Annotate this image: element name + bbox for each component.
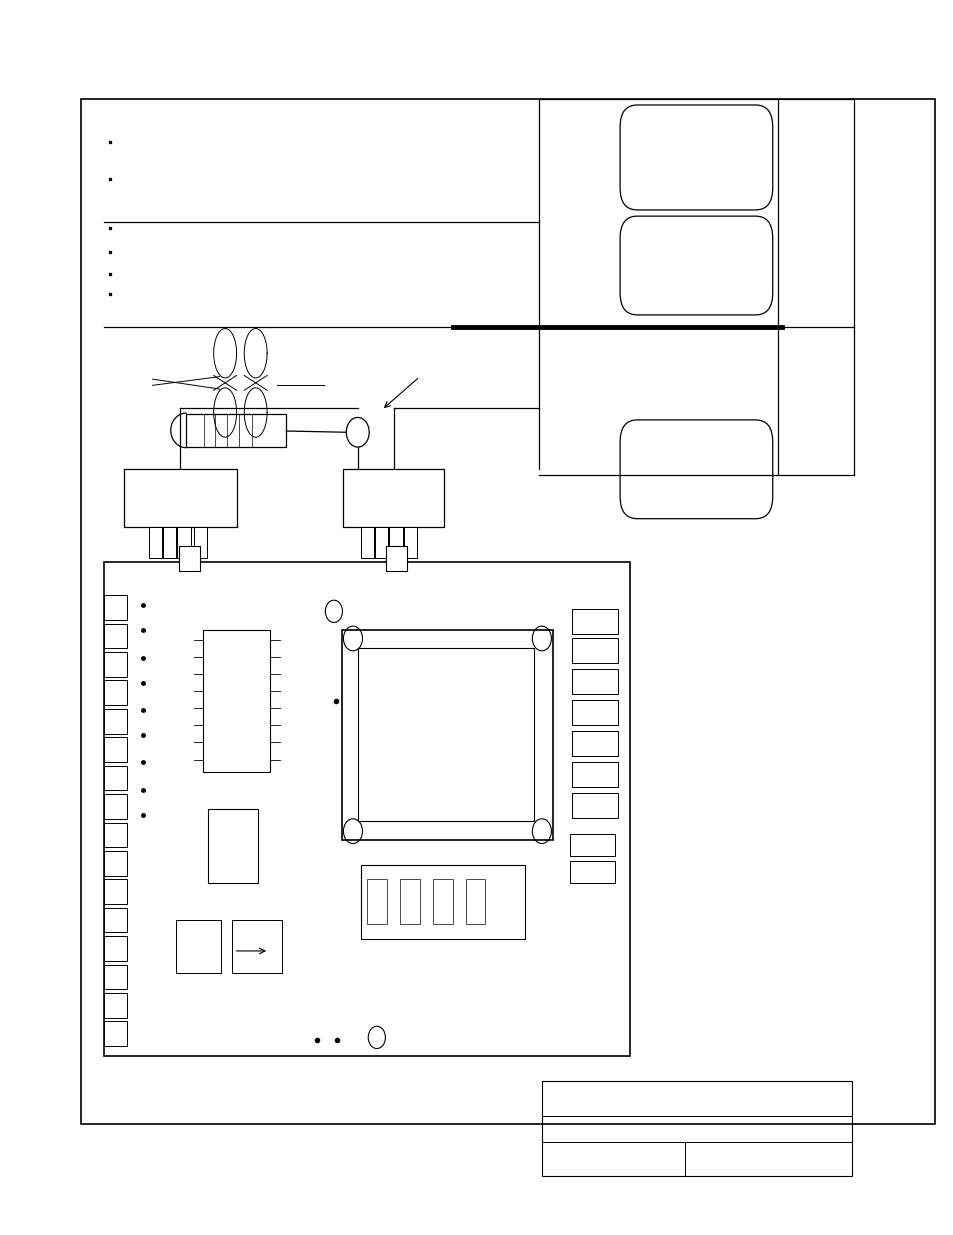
Polygon shape bbox=[104, 936, 127, 961]
Polygon shape bbox=[104, 766, 127, 790]
Polygon shape bbox=[572, 669, 618, 694]
Polygon shape bbox=[104, 965, 127, 989]
Polygon shape bbox=[104, 680, 127, 705]
Polygon shape bbox=[341, 630, 553, 840]
Polygon shape bbox=[104, 624, 127, 648]
Polygon shape bbox=[203, 630, 270, 772]
Polygon shape bbox=[572, 700, 618, 725]
Polygon shape bbox=[104, 652, 127, 677]
Polygon shape bbox=[104, 595, 127, 620]
Polygon shape bbox=[572, 609, 618, 634]
Polygon shape bbox=[386, 546, 407, 571]
Polygon shape bbox=[179, 546, 200, 571]
Polygon shape bbox=[104, 879, 127, 904]
Polygon shape bbox=[572, 793, 618, 818]
Polygon shape bbox=[104, 709, 127, 734]
Polygon shape bbox=[104, 823, 127, 847]
Polygon shape bbox=[177, 527, 191, 558]
Polygon shape bbox=[360, 527, 374, 558]
Polygon shape bbox=[360, 864, 524, 939]
Polygon shape bbox=[389, 527, 402, 558]
Polygon shape bbox=[104, 908, 127, 932]
Polygon shape bbox=[572, 638, 618, 663]
Polygon shape bbox=[176, 920, 221, 973]
Polygon shape bbox=[124, 469, 236, 527]
Polygon shape bbox=[104, 737, 127, 762]
Polygon shape bbox=[343, 469, 443, 527]
Polygon shape bbox=[570, 834, 615, 856]
Polygon shape bbox=[570, 861, 615, 883]
Polygon shape bbox=[163, 527, 176, 558]
Polygon shape bbox=[104, 1021, 127, 1046]
Polygon shape bbox=[403, 527, 416, 558]
Polygon shape bbox=[208, 809, 257, 883]
Polygon shape bbox=[375, 527, 388, 558]
Polygon shape bbox=[232, 920, 282, 973]
Polygon shape bbox=[104, 851, 127, 876]
Polygon shape bbox=[572, 731, 618, 756]
Polygon shape bbox=[193, 527, 207, 558]
Polygon shape bbox=[572, 762, 618, 787]
Polygon shape bbox=[149, 527, 162, 558]
Polygon shape bbox=[104, 993, 127, 1018]
Polygon shape bbox=[186, 414, 286, 447]
Polygon shape bbox=[104, 794, 127, 819]
